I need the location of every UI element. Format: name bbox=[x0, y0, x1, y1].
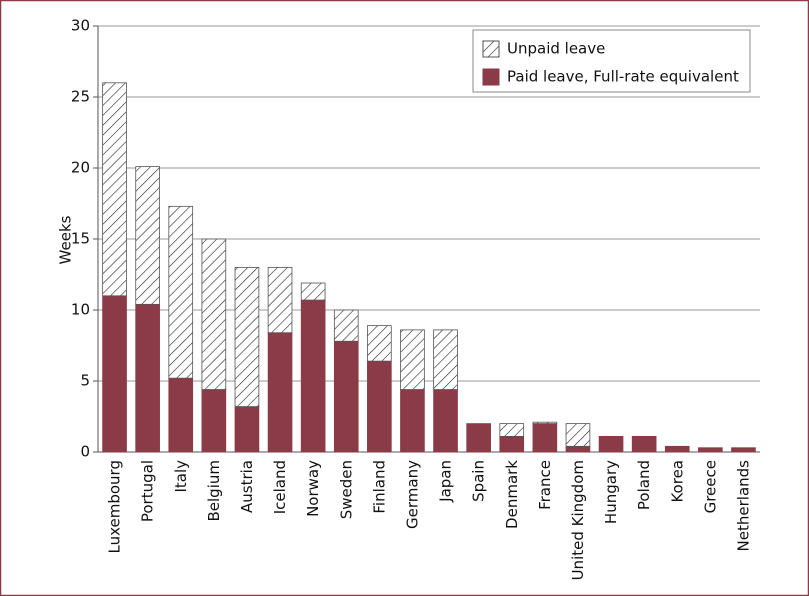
bar-segment bbox=[102, 82, 127, 297]
bar-segment bbox=[135, 166, 160, 305]
bar-segment bbox=[234, 266, 260, 407]
bar-segment bbox=[102, 295, 127, 453]
x-tick-label: Denmark bbox=[503, 460, 521, 529]
x-tick-label: Belgium bbox=[205, 460, 223, 522]
bar-segment bbox=[267, 266, 293, 334]
x-tick-label: Portugal bbox=[139, 460, 157, 522]
bar-segment bbox=[333, 340, 359, 453]
y-tick-label: 25 bbox=[71, 88, 90, 106]
legend-box bbox=[472, 29, 751, 93]
x-tick-label: United Kingdom bbox=[569, 460, 587, 580]
x-tick-label: Norway bbox=[304, 460, 322, 517]
bar-segment bbox=[565, 445, 591, 453]
bar-segment bbox=[267, 332, 293, 453]
x-tick-label: Hungary bbox=[602, 460, 620, 524]
bar-segment bbox=[201, 238, 227, 390]
legend-label: Paid leave, Full-rate equivalent bbox=[507, 68, 739, 86]
bar-segment bbox=[532, 423, 558, 453]
y-tick-label: 15 bbox=[71, 230, 90, 248]
bar-segment bbox=[466, 423, 491, 453]
x-tick-label: Netherlands bbox=[734, 460, 752, 552]
bar-segment bbox=[168, 377, 194, 453]
bar-segment bbox=[698, 447, 723, 453]
legend: Unpaid leave Paid leave, Full-rate equiva… bbox=[472, 29, 751, 93]
bar-segment bbox=[168, 205, 194, 379]
x-tick-label: Germany bbox=[403, 460, 421, 529]
bar-segment bbox=[499, 435, 525, 453]
bar-segment bbox=[565, 423, 591, 447]
x-tick-label: Austria bbox=[238, 460, 256, 513]
bar-segment bbox=[234, 406, 260, 453]
bar-segment bbox=[532, 421, 558, 424]
bar-segment bbox=[598, 435, 624, 453]
x-tick-label: Finland bbox=[370, 460, 388, 514]
x-tick-label: Italy bbox=[172, 460, 190, 493]
bar-segment bbox=[400, 389, 425, 453]
x-tick-label: Poland bbox=[635, 460, 653, 510]
bar-segment bbox=[433, 389, 458, 453]
y-tick-label: 10 bbox=[71, 301, 90, 319]
x-tick-label: Sweden bbox=[337, 460, 355, 519]
legend-swatch bbox=[482, 40, 500, 58]
x-tick-label: Korea bbox=[668, 460, 686, 503]
bar-segment bbox=[499, 423, 525, 437]
bar-segment bbox=[367, 360, 392, 453]
y-tick-label: 30 bbox=[71, 17, 90, 35]
bar-segment bbox=[433, 329, 458, 390]
y-tick-label: 0 bbox=[80, 443, 90, 461]
x-tick-label: France bbox=[536, 460, 554, 510]
x-tick-label: Japan bbox=[437, 460, 455, 503]
x-tick-label: Greece bbox=[701, 460, 719, 513]
bar-segment bbox=[367, 325, 392, 362]
y-axis-label: Weeks bbox=[57, 215, 75, 264]
y-tick-label: 5 bbox=[80, 372, 90, 390]
x-tick-label: Spain bbox=[470, 460, 488, 502]
bar-segment bbox=[631, 435, 657, 453]
bar-segment bbox=[664, 445, 690, 453]
bar-segment bbox=[300, 282, 326, 301]
y-tick-label: 20 bbox=[71, 159, 90, 177]
x-tick-label: Luxembourg bbox=[106, 460, 124, 554]
bar-segment bbox=[201, 389, 227, 453]
bar-segment bbox=[731, 447, 756, 453]
x-tick-label: Iceland bbox=[271, 460, 289, 514]
bar-segment bbox=[400, 329, 425, 390]
bar-segment bbox=[333, 309, 359, 342]
bar-segment bbox=[135, 303, 160, 453]
bar-segment bbox=[300, 299, 326, 453]
legend-label: Unpaid leave bbox=[507, 40, 605, 58]
legend-swatch bbox=[482, 68, 500, 86]
